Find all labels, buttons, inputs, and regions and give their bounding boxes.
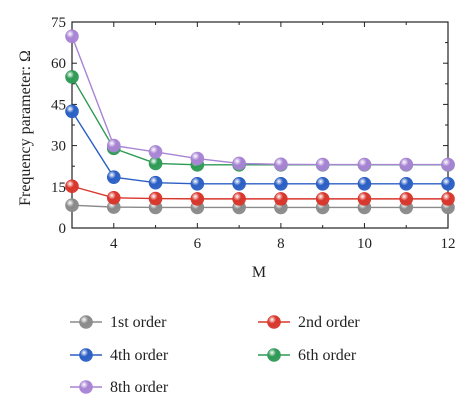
data-point (274, 157, 288, 172)
data-point (232, 176, 246, 191)
series-layer (65, 29, 455, 215)
legend-marker (267, 315, 281, 329)
y-tick-label: 0 (59, 221, 67, 237)
y-tick-label: 75 (51, 15, 66, 31)
data-point (148, 175, 163, 190)
legend-label: 4th order (110, 347, 169, 364)
x-tick-label: 12 (441, 236, 456, 252)
legend-marker (79, 315, 93, 329)
legend-label: 8th order (110, 379, 169, 396)
legend-label: 1st order (110, 314, 167, 331)
data-point (274, 176, 288, 191)
data-point (315, 192, 330, 206)
legend-label: 2nd order (298, 314, 360, 331)
data-point (315, 157, 330, 172)
data-point (399, 176, 414, 191)
series-3 (65, 104, 455, 191)
data-point (441, 176, 455, 191)
data-point (399, 157, 414, 172)
series-2 (65, 179, 455, 206)
data-point (232, 192, 246, 206)
data-point (357, 157, 372, 172)
data-point (232, 156, 246, 171)
legend-item-2: 2nd order (258, 314, 360, 331)
data-point (65, 179, 79, 194)
y-axis-label: Frequency parameter: Ω (17, 50, 34, 206)
y-tick-label: 30 (51, 139, 66, 155)
legend-item-4: 6th order (258, 347, 357, 364)
x-tick-label: 6 (194, 236, 202, 252)
data-point (148, 145, 163, 159)
data-point (65, 29, 79, 44)
series-line (71, 204, 448, 209)
axes: 0 15 30 45 60 75 4 6 8 10 12 (51, 15, 456, 252)
data-point (441, 192, 455, 206)
series-4 (65, 70, 455, 172)
data-point (106, 170, 121, 184)
x-axis-label: M (252, 264, 266, 281)
data-point (148, 191, 163, 206)
legend-item-5: 8th order (70, 379, 169, 396)
data-point (65, 104, 79, 119)
series-line (71, 76, 448, 166)
data-point (190, 192, 205, 206)
data-point (106, 138, 121, 153)
data-point (190, 176, 205, 191)
y-tick-label: 60 (51, 56, 66, 72)
series-5 (65, 29, 455, 172)
legend-item-1: 1st order (70, 314, 167, 331)
data-point (274, 192, 288, 206)
legend-marker (79, 380, 93, 394)
data-point (441, 157, 455, 172)
data-point (65, 70, 79, 84)
plot-frame (71, 21, 449, 229)
legend: 1st order 2nd order 4th order 6th order 8th … (70, 314, 360, 396)
series-line (71, 36, 448, 166)
y-tick-label: 45 (51, 97, 66, 113)
data-point (357, 192, 372, 206)
series-1 (65, 198, 455, 215)
data-point (315, 176, 330, 191)
data-point (399, 192, 414, 206)
legend-label: 6th order (298, 347, 357, 364)
data-point (148, 156, 163, 171)
data-point (65, 198, 79, 213)
x-tick-label: 8 (277, 236, 285, 252)
legend-marker (79, 348, 93, 362)
legend-marker (267, 348, 281, 362)
data-point (190, 151, 205, 166)
x-tick-label: 4 (110, 236, 118, 252)
series-line (71, 185, 448, 200)
y-tick-label: 15 (51, 180, 66, 196)
x-tick-label: 10 (357, 236, 372, 252)
legend-item-3: 4th order (70, 347, 169, 364)
data-point (357, 176, 372, 191)
series-line (71, 110, 448, 185)
data-point (106, 190, 121, 205)
